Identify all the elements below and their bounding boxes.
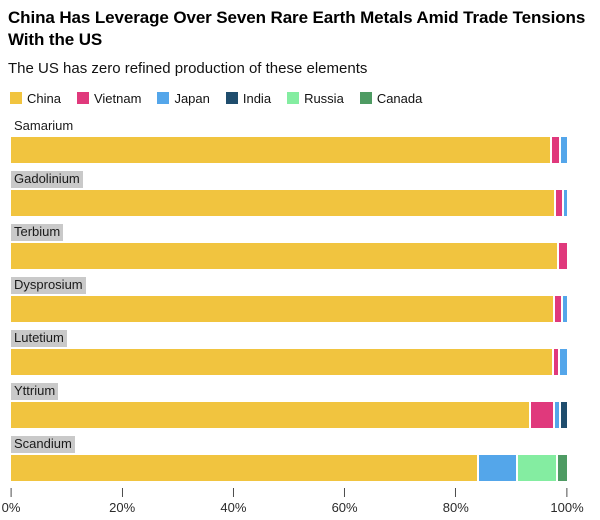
bar-row-label: Samarium (14, 117, 74, 133)
bar-row-label: Terbium (11, 223, 64, 241)
x-axis-tick-mark (566, 487, 568, 497)
x-axis-tick-label: 60% (331, 499, 358, 515)
legend-swatch-icon (225, 92, 238, 105)
legend-label: China (27, 90, 61, 106)
bar-segment-japan (564, 189, 567, 216)
bar-segment-china (11, 295, 555, 322)
legend-label: Russia (304, 90, 344, 106)
bar-segment-china (11, 189, 557, 216)
legend-item-vietnam: Vietnam (76, 90, 142, 106)
x-axis-tick-label: 0% (1, 499, 21, 515)
bar-segment-vietnam (530, 401, 555, 428)
x-axis-tick-mark (344, 487, 346, 497)
legend-swatch-icon (359, 92, 372, 105)
legend-item-canada: Canada (359, 90, 423, 106)
legend-label: Canada (376, 90, 423, 106)
plot-area: Samarium Gadolinium Terbium Dysprosium Lutet… (2, 117, 584, 520)
bar-segment-china (11, 401, 531, 428)
x-axis-tick-mark (455, 487, 457, 497)
x-axis-tick: 40% (220, 487, 247, 515)
x-axis: 0% 20% 40% 60% 80% 100% (2, 487, 584, 520)
x-axis-tick-label: 80% (442, 499, 469, 515)
stacked-bar-terbium (11, 242, 567, 269)
x-axis-tick: 0% (1, 487, 21, 515)
bar-segment-japan (554, 401, 561, 428)
bar-segment-vietnam (559, 242, 567, 269)
stacked-bar-scandium (11, 454, 567, 481)
x-axis-tick: 20% (109, 487, 136, 515)
legend-item-russia: Russia (287, 91, 344, 106)
bar-segment-vietnam (551, 136, 562, 163)
bar-row-gadolinium: Gadolinium (11, 170, 567, 216)
bar-segment-japan (560, 348, 567, 375)
stacked-bar-lutetium (11, 348, 567, 375)
legend-item-china: China (10, 91, 61, 106)
legend-label: Vietnam (93, 90, 142, 106)
bar-row-lutetium: Lutetium (11, 329, 567, 375)
bar-segment-china (11, 242, 560, 269)
bar-row-terbium: Terbium (11, 223, 567, 269)
legend: China Vietnam Japan India Russia Canada (10, 91, 592, 106)
bar-rows: Samarium Gadolinium Terbium Dysprosium Lutet… (11, 117, 567, 481)
x-axis-tick: 60% (331, 487, 358, 515)
bar-row-label: Gadolinium (11, 170, 83, 188)
x-axis-tick-label: 40% (220, 499, 247, 515)
legend-swatch-icon (287, 92, 300, 105)
chart-subtitle: The US has zero refined production of th… (8, 59, 368, 77)
legend-label: Japan (174, 90, 210, 106)
bar-segment-china (11, 454, 480, 481)
bar-segment-japan (561, 136, 567, 163)
bar-segment-india (560, 401, 567, 428)
x-axis-tick: 80% (442, 487, 469, 515)
bar-row-label: Scandium (11, 435, 75, 453)
bar-segment-vietnam (554, 348, 561, 375)
bar-row-label: Yttrium (11, 382, 59, 400)
stacked-bar-yttrium (11, 401, 567, 428)
x-axis-tick-mark (232, 487, 234, 497)
bar-segment-japan (562, 295, 567, 322)
bar-row-scandium: Scandium (11, 435, 567, 481)
chart-title: China Has Leverage Over Seven Rare Earth… (8, 8, 586, 50)
stacked-bar-dysprosium (11, 295, 567, 322)
bar-row-dysprosium: Dysprosium (11, 276, 567, 322)
bar-segment-vietnam (556, 189, 565, 216)
bar-segment-japan (479, 454, 518, 481)
bar-segment-russia (517, 454, 558, 481)
bar-segment-china (11, 348, 555, 375)
x-axis-tick-label: 100% (550, 499, 584, 515)
bar-row-label: Lutetium (11, 329, 67, 347)
bar-row-samarium: Samarium (11, 117, 567, 163)
x-axis-tick-label: 20% (109, 499, 136, 515)
bar-row-yttrium: Yttrium (11, 382, 567, 428)
x-axis-tick-mark (121, 487, 123, 497)
bar-segment-china (11, 136, 552, 163)
bar-segment-vietnam (554, 295, 563, 322)
x-axis-tick: 100% (550, 487, 584, 515)
stacked-bar-gadolinium (11, 189, 567, 216)
x-axis-tick-mark (10, 487, 12, 497)
bar-row-label: Dysprosium (11, 276, 86, 294)
legend-item-india: India (225, 90, 272, 106)
legend-swatch-icon (76, 92, 89, 105)
bar-segment-canada (557, 454, 567, 481)
legend-label: India (242, 90, 272, 106)
stacked-bar-samarium (11, 136, 567, 163)
legend-item-japan: Japan (157, 90, 210, 106)
legend-swatch-icon (10, 92, 22, 105)
legend-swatch-icon (157, 92, 170, 105)
